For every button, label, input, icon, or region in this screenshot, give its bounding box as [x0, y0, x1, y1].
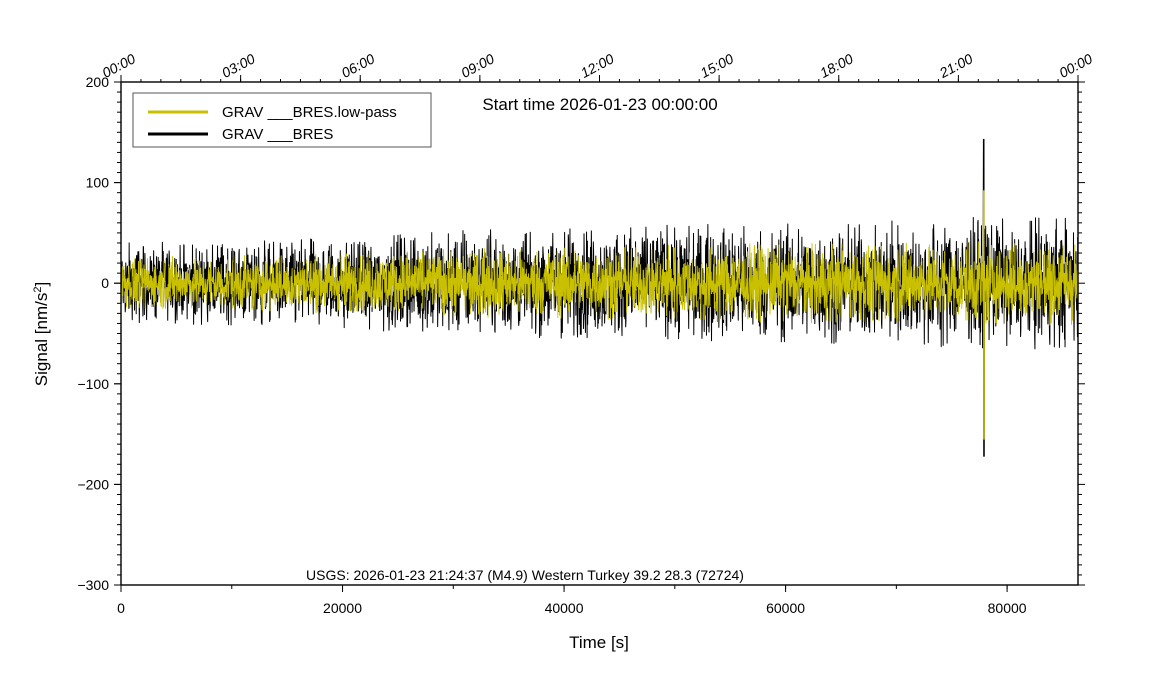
series-line-lowpass: [121, 190, 1078, 440]
x-axis-title: Time [s]: [569, 633, 629, 652]
top-tick-label: 15:00: [698, 50, 737, 81]
x-tick-label: 40000: [545, 600, 584, 616]
plot-frame: [120, 81, 1079, 586]
top-tick-label: 00:00: [99, 50, 138, 81]
top-tick-label: 09:00: [458, 50, 497, 81]
legend: GRAV ___BRES.low-pass GRAV ___BRES: [132, 92, 432, 148]
x-tick-label: 0: [117, 600, 125, 616]
top-tick-label: 03:00: [219, 50, 258, 81]
y-tick-label: −200: [77, 476, 109, 492]
top-tick-label: 00:00: [1056, 50, 1095, 81]
signal-traces: [121, 138, 1078, 457]
x-tick-label: 80000: [988, 600, 1027, 616]
y-tick-label: 100: [86, 175, 110, 191]
start-time-annotation: Start time 2026-01-23 00:00:00: [482, 95, 717, 114]
top-tick-label: 18:00: [817, 50, 856, 81]
y-tick-label: −100: [77, 376, 109, 392]
y-axis-title: Signal [nm/s2]: [32, 282, 51, 386]
legend-label-raw: GRAV ___BRES: [222, 126, 333, 143]
top-tick-label: 06:00: [339, 50, 378, 81]
y-tick-label: −300: [77, 577, 109, 593]
plot-background: [121, 82, 1078, 585]
top-tick-label: 12:00: [578, 50, 617, 81]
y-tick-label: 0: [101, 275, 109, 291]
x-tick-label: 20000: [323, 600, 362, 616]
y-tick-label: 200: [86, 74, 110, 90]
legend-label-lowpass: GRAV ___BRES.low-pass: [222, 104, 397, 121]
legend-box: [132, 92, 432, 148]
x-tick-label: 60000: [766, 600, 805, 616]
top-tick-label: 21:00: [936, 50, 976, 81]
event-annotation: USGS: 2026-01-23 21:24:37 (M4.9) Western…: [306, 567, 744, 583]
